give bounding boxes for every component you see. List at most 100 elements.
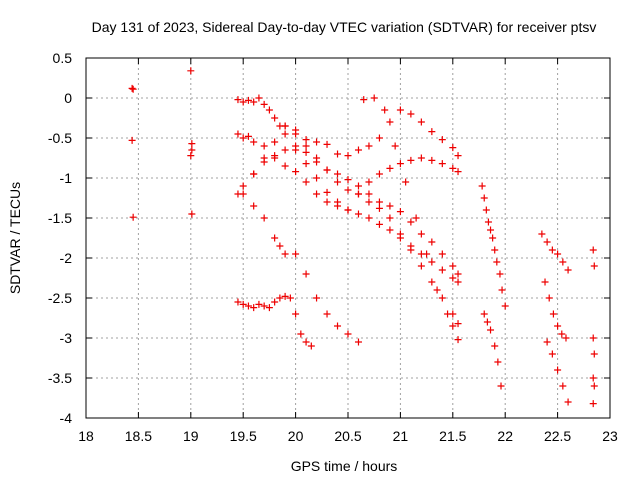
data-point [239, 98, 247, 106]
data-point [302, 136, 310, 144]
x-tick-label: 23 [602, 428, 618, 444]
data-point [386, 226, 394, 234]
data-point [549, 310, 557, 318]
data-point [313, 154, 321, 162]
data-point [276, 294, 284, 302]
data-point [354, 338, 362, 346]
data-point [454, 278, 462, 286]
data-point [239, 190, 247, 198]
data-point [292, 146, 300, 154]
data-point [375, 204, 383, 212]
x-tick-label: 19.5 [230, 428, 257, 444]
y-tick-label: -0.5 [48, 130, 72, 146]
data-point [396, 230, 404, 238]
data-point [250, 202, 258, 210]
data-point [239, 182, 247, 190]
data-point [407, 218, 415, 226]
data-point [449, 164, 457, 172]
x-tick-label: 18.5 [125, 428, 152, 444]
data-point [239, 134, 247, 142]
data-point [129, 213, 137, 221]
data-point [281, 122, 289, 130]
data-point [271, 298, 279, 306]
data-point [281, 162, 289, 170]
data-point [271, 152, 279, 160]
series-cluster-21.85 [478, 182, 509, 390]
data-point [428, 258, 436, 266]
data-point [334, 170, 342, 178]
data-point [438, 250, 446, 258]
series-cluster-22.5 [538, 230, 572, 406]
data-point [128, 84, 136, 92]
data-point [271, 234, 279, 242]
x-tick-label: 20.5 [334, 428, 361, 444]
data-point [449, 274, 457, 282]
x-tick-label: 21.5 [439, 428, 466, 444]
data-point [417, 230, 425, 238]
data-point [281, 130, 289, 138]
data-point [454, 336, 462, 344]
data-point [543, 338, 551, 346]
data-point [483, 318, 491, 326]
data-point [344, 206, 352, 214]
data-point [188, 146, 196, 154]
data-point [545, 294, 553, 302]
data-point [589, 374, 597, 382]
data-point [292, 310, 300, 318]
data-point [244, 96, 252, 104]
data-point [454, 270, 462, 278]
data-point [188, 210, 196, 218]
data-point [558, 330, 566, 338]
data-point [187, 67, 195, 75]
grid-lines [86, 58, 610, 418]
data-point [428, 238, 436, 246]
y-tick-label: -3.5 [48, 370, 72, 386]
data-point [365, 214, 373, 222]
data-point [386, 214, 394, 222]
data-point [538, 230, 546, 238]
data-point [313, 138, 321, 146]
data-point [548, 246, 556, 254]
data-point [334, 178, 342, 186]
data-point [589, 400, 597, 408]
data-point [244, 132, 252, 140]
data-point [323, 188, 331, 196]
data-point [428, 128, 436, 136]
data-point [313, 174, 321, 182]
data-point [449, 144, 457, 152]
y-tick-label: -1.5 [48, 210, 72, 226]
y-tick-label: 0.5 [53, 50, 73, 66]
data-point [386, 202, 394, 210]
data-point [480, 194, 488, 202]
data-point [541, 278, 549, 286]
data-point [375, 134, 383, 142]
data-point [423, 250, 431, 258]
data-point [449, 262, 457, 270]
series-isolated-18.45 [128, 84, 137, 221]
data-point [302, 270, 310, 278]
data-point [590, 262, 598, 270]
data-point [375, 170, 383, 178]
data-point [402, 178, 410, 186]
data-point [375, 220, 383, 228]
data-point [487, 226, 495, 234]
x-tick-label: 19 [183, 428, 199, 444]
data-point [244, 302, 252, 310]
data-point [260, 214, 268, 222]
data-point [407, 156, 415, 164]
data-point [302, 142, 310, 150]
data-point [354, 190, 362, 198]
data-point [454, 152, 462, 160]
data-point [501, 302, 509, 310]
data-point [307, 342, 315, 350]
data-point [433, 286, 441, 294]
data-point [281, 250, 289, 258]
data-point [323, 310, 331, 318]
x-tick-label: 20 [288, 428, 304, 444]
data-point [559, 258, 567, 266]
data-point [386, 164, 394, 172]
data-point [239, 300, 247, 308]
data-point [454, 320, 462, 328]
data-point [391, 142, 399, 150]
data-point [260, 154, 268, 162]
